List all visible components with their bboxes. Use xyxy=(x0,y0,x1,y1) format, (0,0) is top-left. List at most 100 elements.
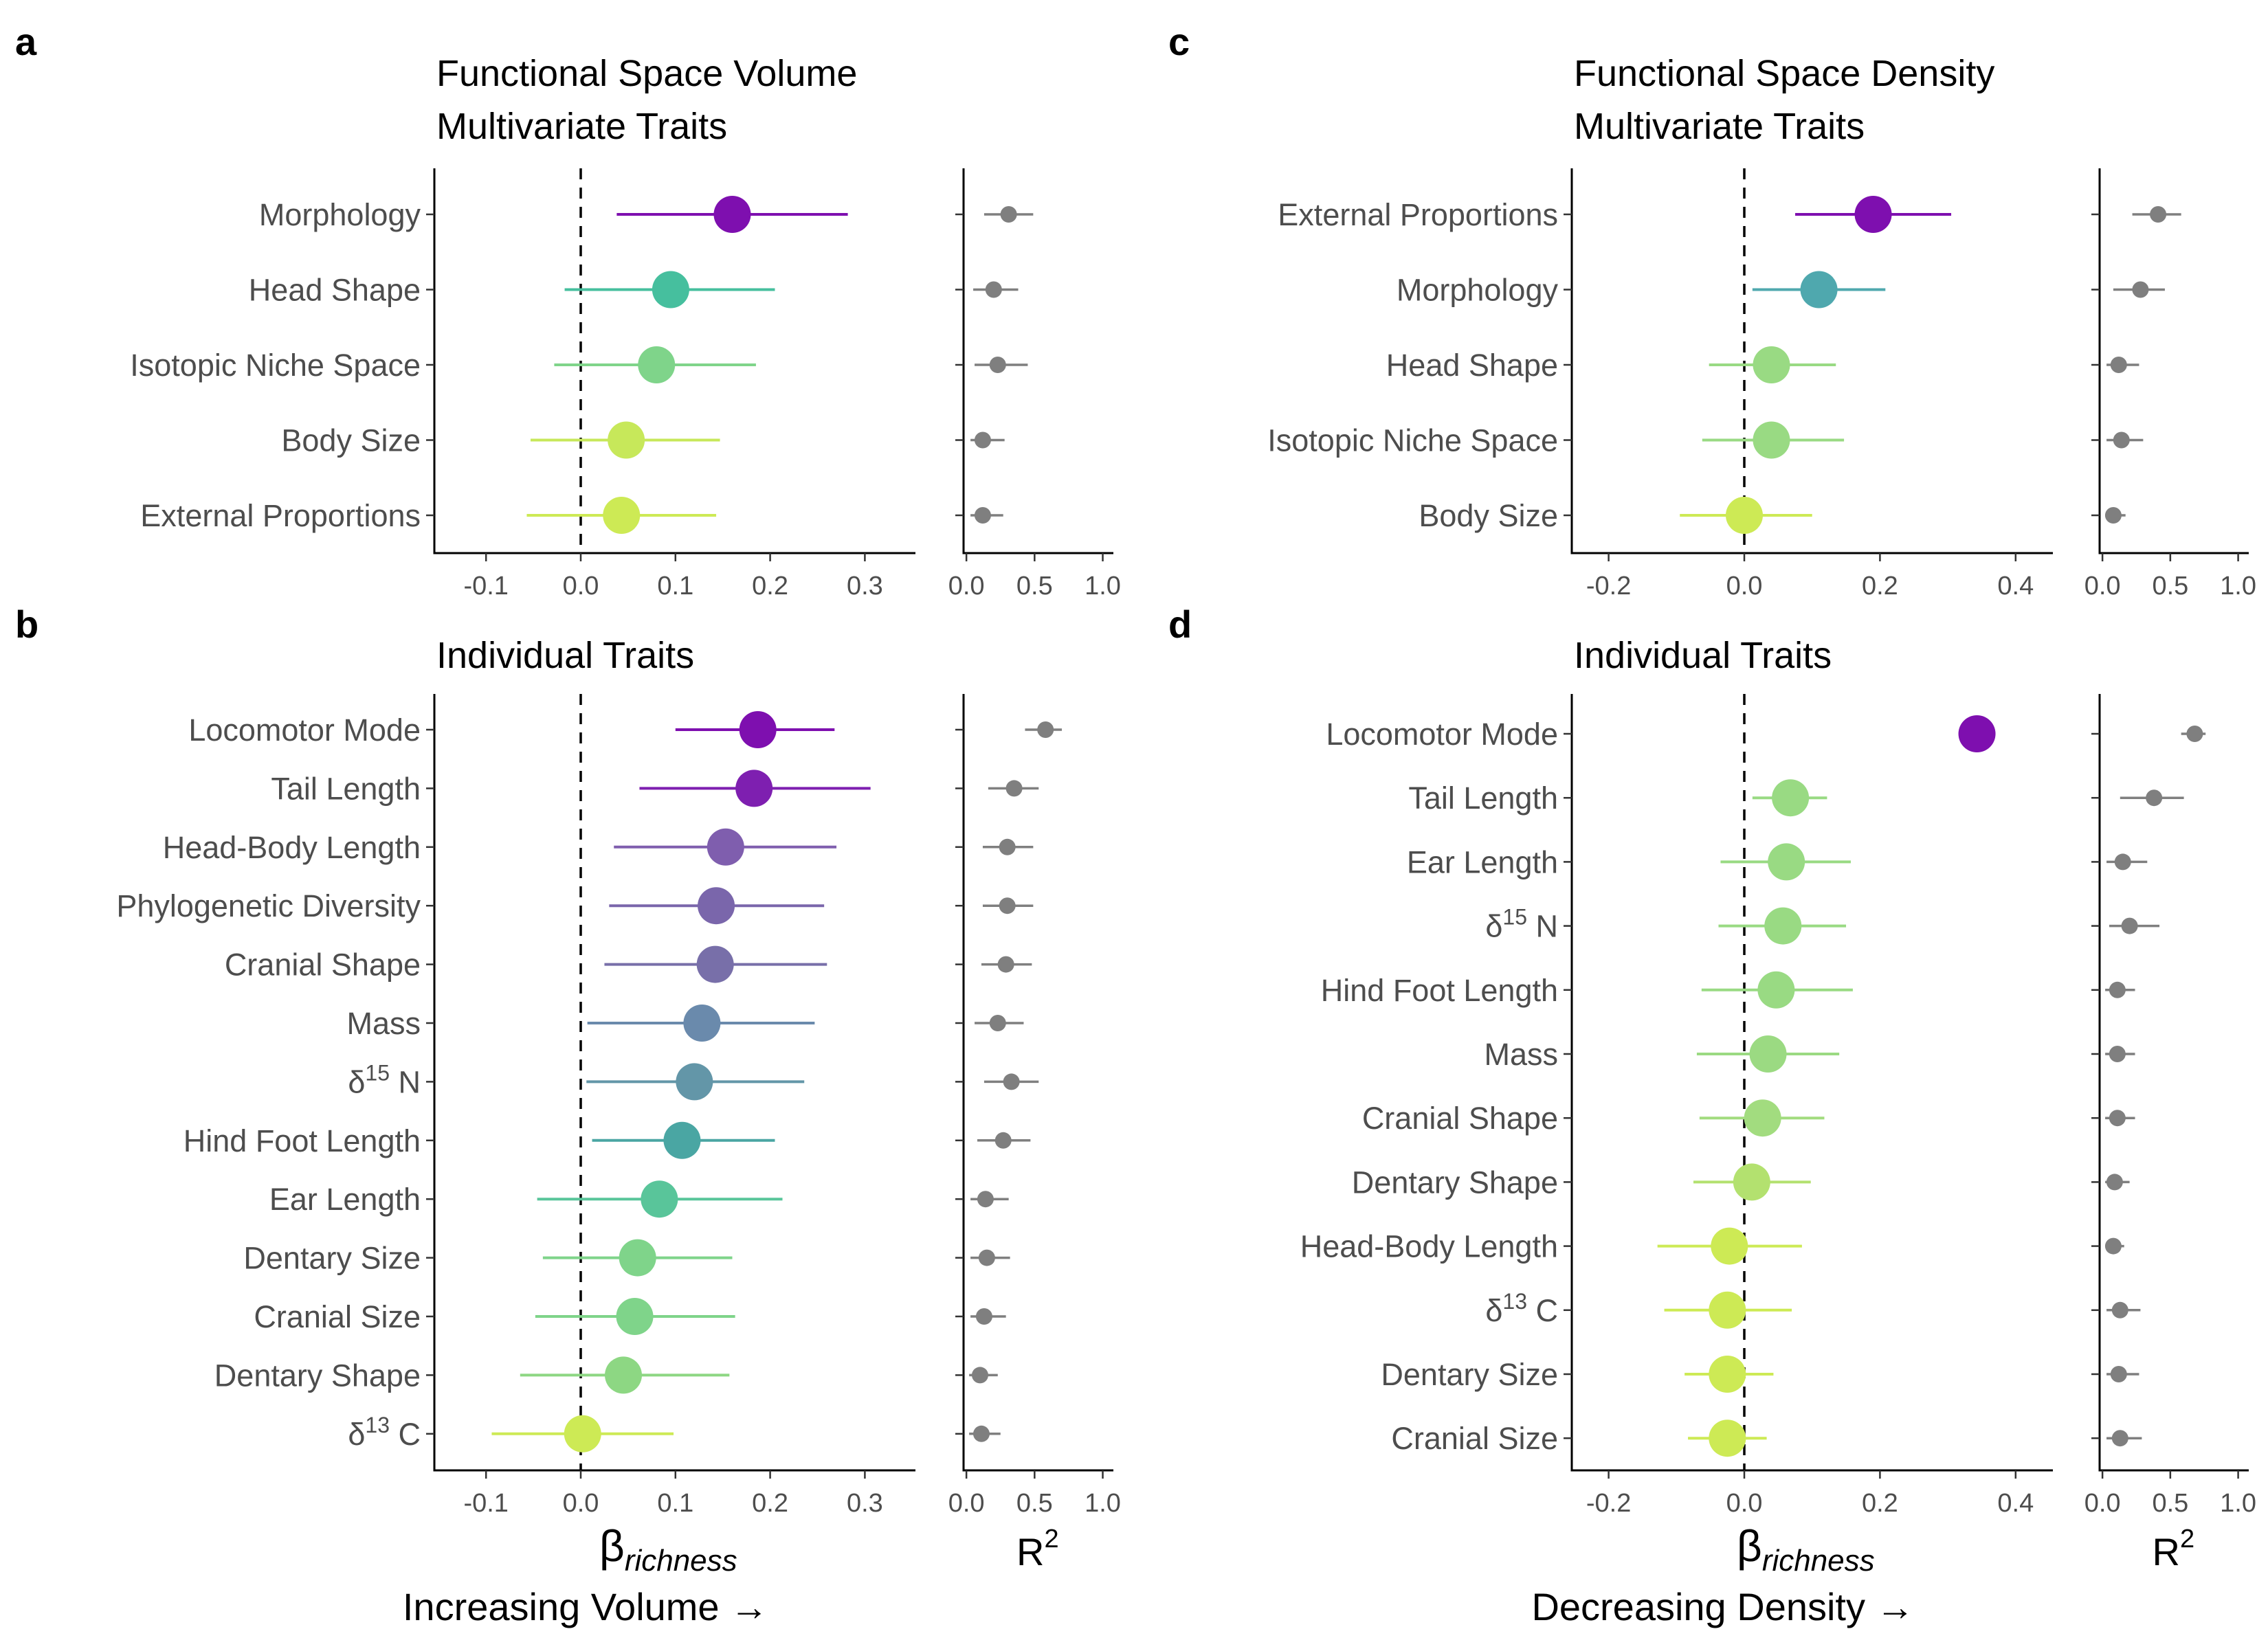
r2-tick-label: 0.0 xyxy=(948,1489,985,1518)
estimate-point xyxy=(608,421,645,459)
category-label: Dentary Shape xyxy=(1352,1165,1558,1200)
r2-point xyxy=(2111,1301,2128,1319)
estimate-point xyxy=(1726,497,1763,534)
category-label: Tail Length xyxy=(1408,781,1558,816)
r2-point xyxy=(2111,1430,2128,1447)
x-axis-label: βrichness xyxy=(1737,1521,1875,1578)
estimate-point xyxy=(696,945,734,983)
estimate-point xyxy=(1744,1099,1781,1137)
beta-subscript: richness xyxy=(625,1544,737,1578)
x-tick-label: 0.0 xyxy=(1726,1489,1763,1518)
category-label: δ15 N xyxy=(1485,905,1558,944)
direction-label: Increasing Volume → xyxy=(403,1585,768,1628)
r2-point xyxy=(1037,721,1054,738)
panel-a: a Functional Space Volume Multivariate Tra… xyxy=(15,20,1121,601)
main-axes xyxy=(1570,168,2053,554)
r2-point xyxy=(974,431,991,449)
r2-point xyxy=(2121,917,2138,934)
category-label: δ13 C xyxy=(348,1413,421,1452)
category-label: δ13 C xyxy=(1485,1289,1558,1328)
estimate-point xyxy=(735,770,773,807)
r2-point xyxy=(999,838,1016,855)
category-label: Morphology xyxy=(259,197,421,232)
panel-subtitle: Multivariate Traits xyxy=(1574,106,1865,147)
r2-point xyxy=(2113,431,2130,449)
element-symbol: N xyxy=(390,1064,421,1099)
estimate-point xyxy=(1709,1291,1746,1329)
r2-point xyxy=(997,956,1014,973)
r2-point xyxy=(977,1191,994,1208)
x-tick-label: 0.1 xyxy=(657,1489,693,1518)
x-tick-label: 0.1 xyxy=(657,572,693,601)
r2-superscript: 2 xyxy=(1044,1525,1058,1553)
category-label: Locomotor Mode xyxy=(1326,717,1558,752)
category-label: Ear Length xyxy=(269,1182,421,1217)
delta-symbol: δ xyxy=(348,1064,365,1099)
r2-tick-label: 1.0 xyxy=(1085,572,1121,601)
panel-c: c Functional Space Density Multivariate Tr… xyxy=(1168,20,2256,601)
estimate-point xyxy=(1749,1035,1787,1073)
x-tick-label: 0.0 xyxy=(563,1489,599,1518)
estimate-point xyxy=(707,828,744,866)
r2-tick-label: 0.0 xyxy=(948,572,985,601)
r2-point xyxy=(2110,1366,2127,1382)
r2-axes xyxy=(962,168,1113,554)
r2-point xyxy=(2132,281,2149,298)
estimate-point xyxy=(683,1005,721,1042)
r2-tick-label: 0.5 xyxy=(2152,572,2188,601)
r2-tick-label: 0.5 xyxy=(2152,1489,2188,1518)
isotope-superscript: 13 xyxy=(365,1413,390,1437)
isotope-superscript: 15 xyxy=(365,1060,390,1085)
beta-symbol: β xyxy=(599,1521,625,1571)
r2-tick-label: 1.0 xyxy=(2220,1489,2256,1518)
estimate-point xyxy=(1764,907,1802,945)
r2-point xyxy=(989,1015,1006,1031)
estimate-point xyxy=(605,1356,643,1394)
r2-point xyxy=(971,1367,988,1384)
panel-letter-a: a xyxy=(15,20,37,63)
estimate-point xyxy=(1958,715,1996,752)
estimate-point xyxy=(641,1180,678,1218)
panel-subtitle: Multivariate Traits xyxy=(436,106,727,147)
x-tick-label: 0.2 xyxy=(1862,572,1898,601)
estimate-point xyxy=(616,1298,654,1335)
r2-point xyxy=(1005,780,1023,797)
panel-title: Functional Space Volume xyxy=(436,53,857,94)
x-tick-label: 0.4 xyxy=(1997,1489,2034,1518)
category-label: Morphology xyxy=(1397,273,1559,308)
x-tick-label: 0.3 xyxy=(847,572,883,601)
x-tick-label: 0.0 xyxy=(563,572,599,601)
isotope-superscript: 13 xyxy=(1502,1289,1527,1314)
estimate-point xyxy=(1757,971,1795,1009)
r2-point xyxy=(974,507,991,524)
category-label: Hind Foot Length xyxy=(184,1123,421,1158)
estimate-point xyxy=(1709,1420,1746,1457)
category-label: Cranial Shape xyxy=(1362,1101,1558,1136)
delta-symbol: δ xyxy=(1485,909,1502,944)
r2-axis-label: R2 xyxy=(1016,1525,1059,1573)
r2-tick-label: 0.5 xyxy=(1016,1489,1053,1518)
r2-superscript: 2 xyxy=(2180,1525,2194,1553)
estimate-point xyxy=(619,1239,656,1277)
category-label: Ear Length xyxy=(1407,844,1558,879)
x-tick-label: 0.4 xyxy=(1997,572,2034,601)
panel-b: b Individual Traits -0.1 0.0 0.1 0.2 0.3 0.0 0.5… xyxy=(15,603,1121,1628)
category-label: Head-Body Length xyxy=(163,830,421,865)
r2-tick-label: 0.5 xyxy=(1016,572,1053,601)
x-tick-label: 0.2 xyxy=(1862,1489,1898,1518)
element-symbol: C xyxy=(1527,1293,1558,1328)
r2-point xyxy=(2146,789,2163,807)
estimate-point xyxy=(1733,1163,1770,1201)
x-tick-label: 0.3 xyxy=(847,1489,883,1518)
r2-point xyxy=(2110,357,2127,373)
category-label: External Proportions xyxy=(1278,197,1558,232)
r2-point xyxy=(2150,206,2167,223)
estimate-point xyxy=(663,1121,701,1159)
delta-symbol: δ xyxy=(1485,1293,1502,1328)
estimate-point xyxy=(739,711,777,748)
r2-point xyxy=(975,1308,992,1325)
category-label: Head Shape xyxy=(1386,348,1558,383)
category-label: δ15 N xyxy=(348,1060,421,1099)
r2-point xyxy=(2106,1174,2123,1191)
category-label: Locomotor Mode xyxy=(188,713,421,748)
